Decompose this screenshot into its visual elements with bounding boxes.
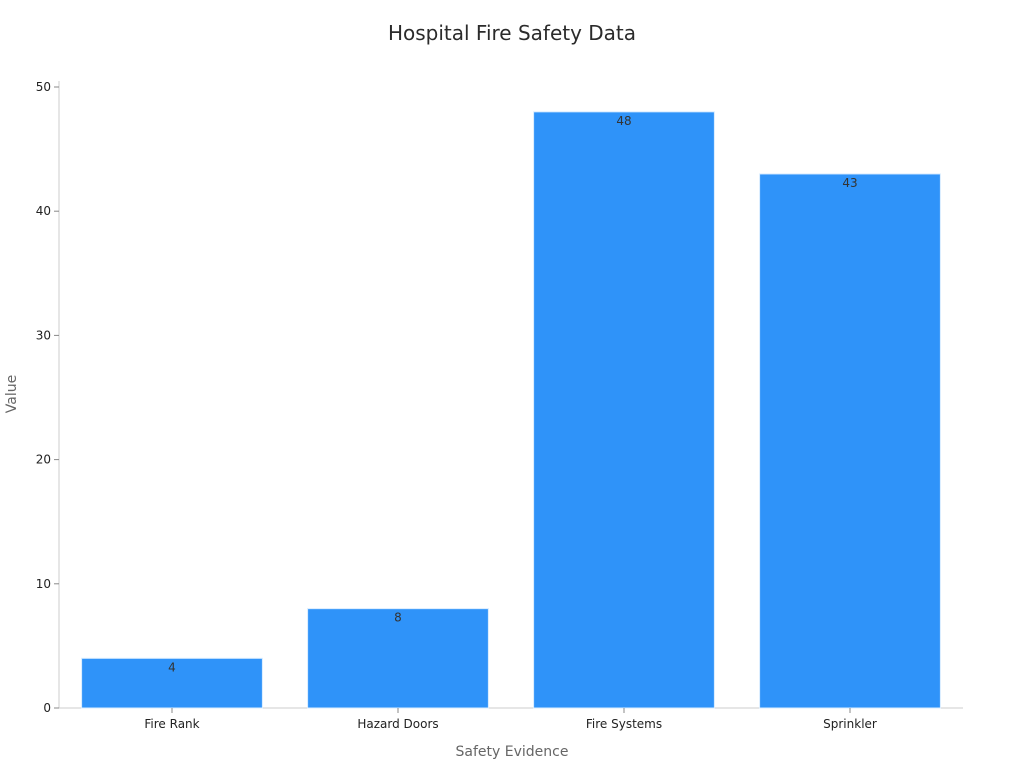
y-axis-title: Value (4, 375, 20, 413)
chart-title: Hospital Fire Safety Data (388, 21, 636, 45)
bar-data-label: 48 (616, 114, 631, 128)
y-tick-label: 10 (36, 577, 51, 591)
x-tick-label: Sprinkler (823, 717, 877, 731)
bar (759, 173, 941, 709)
bar-data-label: 8 (394, 611, 402, 625)
y-tick-label: 0 (43, 701, 51, 715)
x-tick-label: Hazard Doors (357, 717, 438, 731)
y-tick-label: 40 (36, 204, 51, 218)
x-axis-ticks: Fire Rank Hazard Doors Fire Systems Sprinkl… (144, 708, 877, 731)
x-axis-title: Safety Evidence (456, 744, 569, 760)
y-axis-ticks: 0 10 20 30 40 50 (36, 80, 59, 715)
x-tick-label: Fire Systems (586, 717, 662, 731)
bar (533, 111, 715, 709)
x-tick-label: Fire Rank (144, 717, 199, 731)
y-tick-label: 30 (36, 328, 51, 342)
bar-data-label: 43 (842, 176, 857, 190)
bar (307, 608, 489, 709)
y-tick-label: 20 (36, 453, 51, 467)
bar-data-label: 4 (168, 660, 176, 674)
bar (81, 657, 263, 709)
y-tick-label: 50 (36, 80, 51, 94)
